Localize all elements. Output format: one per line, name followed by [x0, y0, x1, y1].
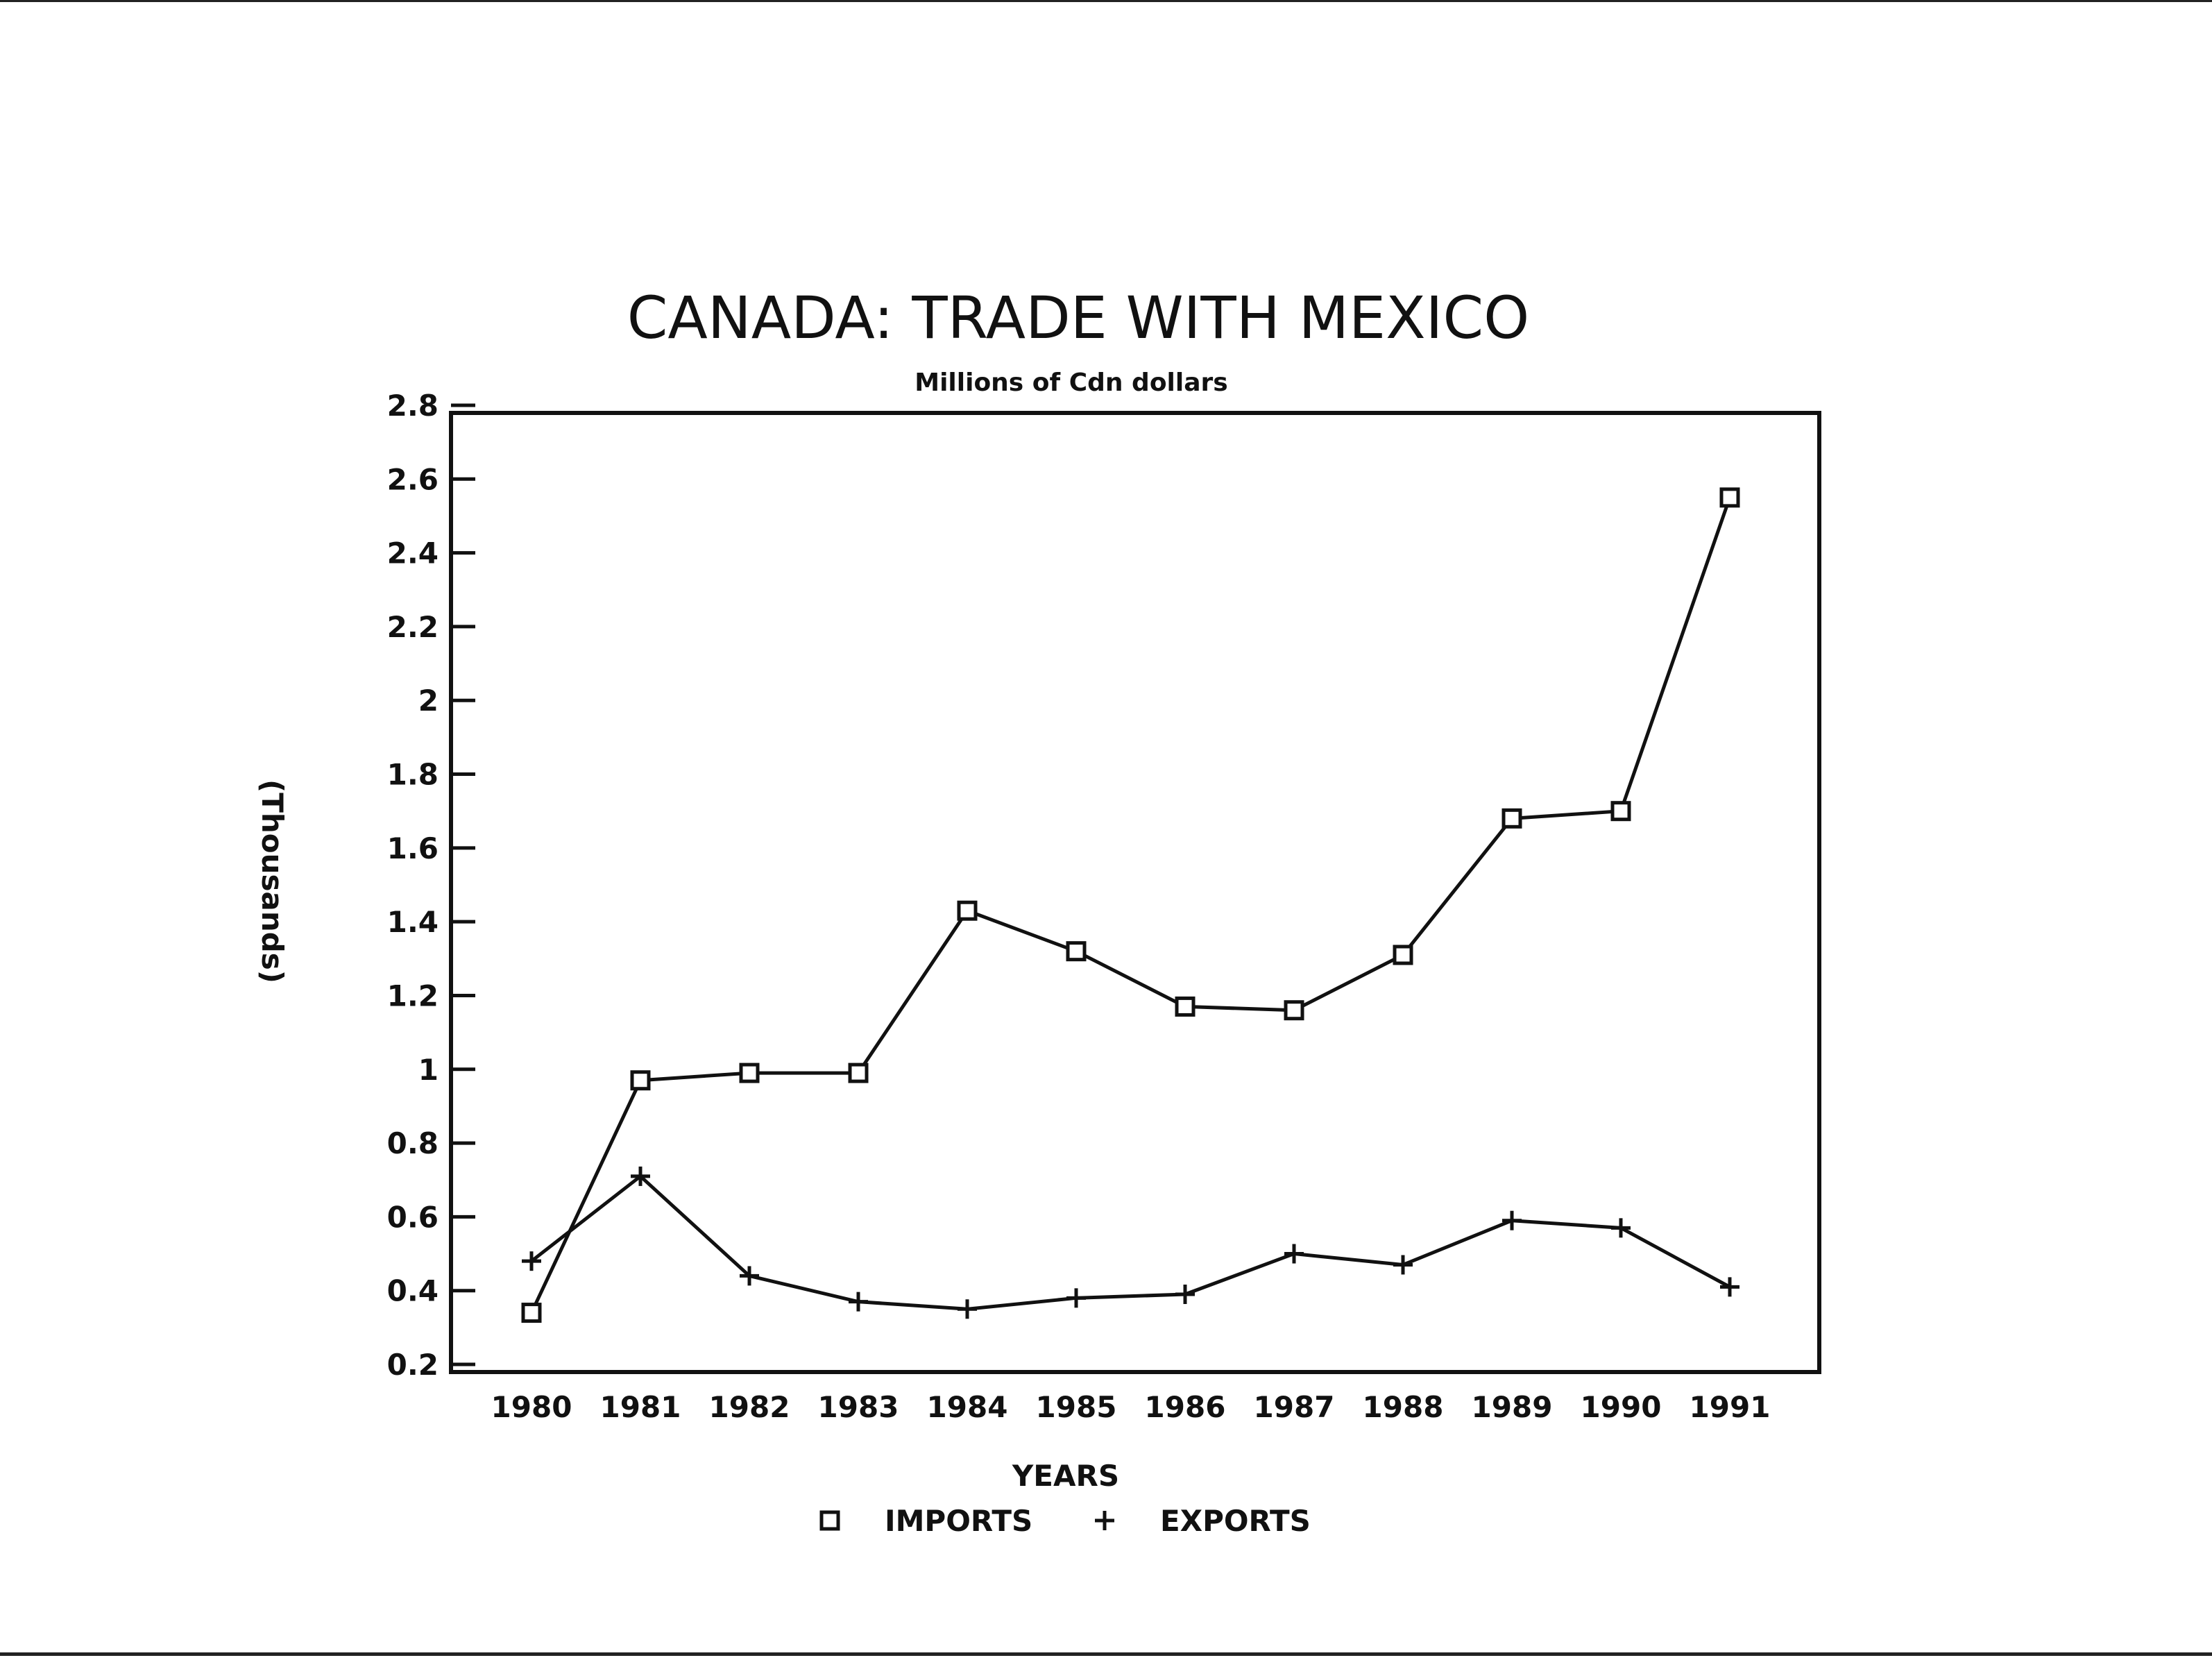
y-tick-label: 1.4 [387, 905, 439, 939]
exports-line [530, 1174, 1731, 1311]
square-marker [848, 1063, 869, 1083]
y-tick-label: 1.8 [387, 758, 439, 792]
y-tick-label: 1 [418, 1053, 439, 1087]
y-tick-label: 2 [418, 684, 439, 718]
plus-marker [522, 1251, 541, 1271]
plus-marker [1284, 1244, 1304, 1264]
plus-marker [1611, 1218, 1631, 1238]
square-marker [1610, 801, 1631, 822]
legend-label: EXPORTS [1160, 1504, 1311, 1538]
x-tick-label: 1989 [1472, 1390, 1553, 1424]
y-tick-label: 0.8 [387, 1126, 439, 1160]
square-marker [957, 900, 978, 921]
plus-marker [1720, 1277, 1739, 1297]
scan-bottom-edge [0, 1652, 2212, 1656]
plus-marker [740, 1266, 759, 1286]
plus-marker [631, 1166, 650, 1186]
plus-marker [1502, 1210, 1522, 1230]
square-marker [1066, 941, 1087, 962]
x-tick-label: 1985 [1036, 1390, 1117, 1424]
square-marker [1284, 1000, 1304, 1021]
square-marker [1175, 996, 1196, 1017]
scan-top-edge [0, 0, 2212, 2]
y-tick-label: 2.8 [387, 389, 439, 423]
imports-line [529, 497, 1732, 1314]
y-axis: 0.2 0.4 0.6 0.8 1 1.2 1.4 1.6 1.8 2 2.2 2.4 2.6 2.8 [387, 389, 475, 1382]
chart-subtitle: Millions of Cdn dollars [914, 369, 1227, 397]
y-tick-label: 0.6 [387, 1200, 439, 1234]
square-marker [1393, 945, 1413, 965]
legend-label: IMPORTS [885, 1504, 1032, 1538]
square-marker [630, 1070, 651, 1091]
square-marker [1719, 487, 1740, 508]
series-layer [521, 487, 1740, 1323]
y-tick-label: 0.4 [387, 1274, 439, 1308]
y-tick-label: 1.2 [387, 979, 439, 1013]
y-tick-label: 2.6 [387, 462, 439, 496]
x-tick-label: 1986 [1145, 1390, 1226, 1424]
x-tick-label: 1983 [818, 1390, 899, 1424]
plus-marker [1175, 1285, 1195, 1305]
legend-square-icon [819, 1510, 840, 1531]
exports-series [522, 1166, 1739, 1319]
y-axis-label: (Thousands) [255, 779, 289, 983]
plus-marker [958, 1299, 977, 1319]
x-tick-label: 1981 [600, 1390, 681, 1424]
y-tick-label: 1.6 [387, 831, 439, 865]
square-marker [739, 1063, 760, 1083]
legend-plus-icon [1095, 1511, 1114, 1530]
plot-frame [449, 411, 1821, 1374]
x-axis-label: YEARS [1012, 1459, 1119, 1493]
x-tick-label: 1991 [1690, 1390, 1771, 1424]
imports-series [521, 487, 1740, 1323]
x-tick-label: 1982 [709, 1390, 790, 1424]
square-marker [1501, 808, 1522, 829]
plus-marker [1066, 1288, 1086, 1308]
x-tick-label: 1987 [1254, 1390, 1335, 1424]
square-marker [521, 1303, 542, 1323]
plus-marker [1393, 1255, 1413, 1275]
x-tick-label: 1990 [1581, 1390, 1662, 1424]
y-tick-label: 0.2 [387, 1348, 439, 1382]
y-tick-label: 2.2 [387, 610, 439, 644]
y-tick-label: 2.4 [387, 536, 439, 570]
x-axis: 1980 1981 1982 1983 1984 1985 1986 1987 1988 1989… [491, 1390, 1771, 1424]
x-tick-label: 1984 [927, 1390, 1008, 1424]
chart-title: CANADA: TRADE WITH MEXICO [627, 284, 1529, 352]
x-tick-label: 1988 [1363, 1390, 1444, 1424]
x-tick-label: 1980 [491, 1390, 572, 1424]
plus-marker [849, 1292, 868, 1312]
legend: IMPORTS EXPORTS [819, 1504, 1311, 1538]
